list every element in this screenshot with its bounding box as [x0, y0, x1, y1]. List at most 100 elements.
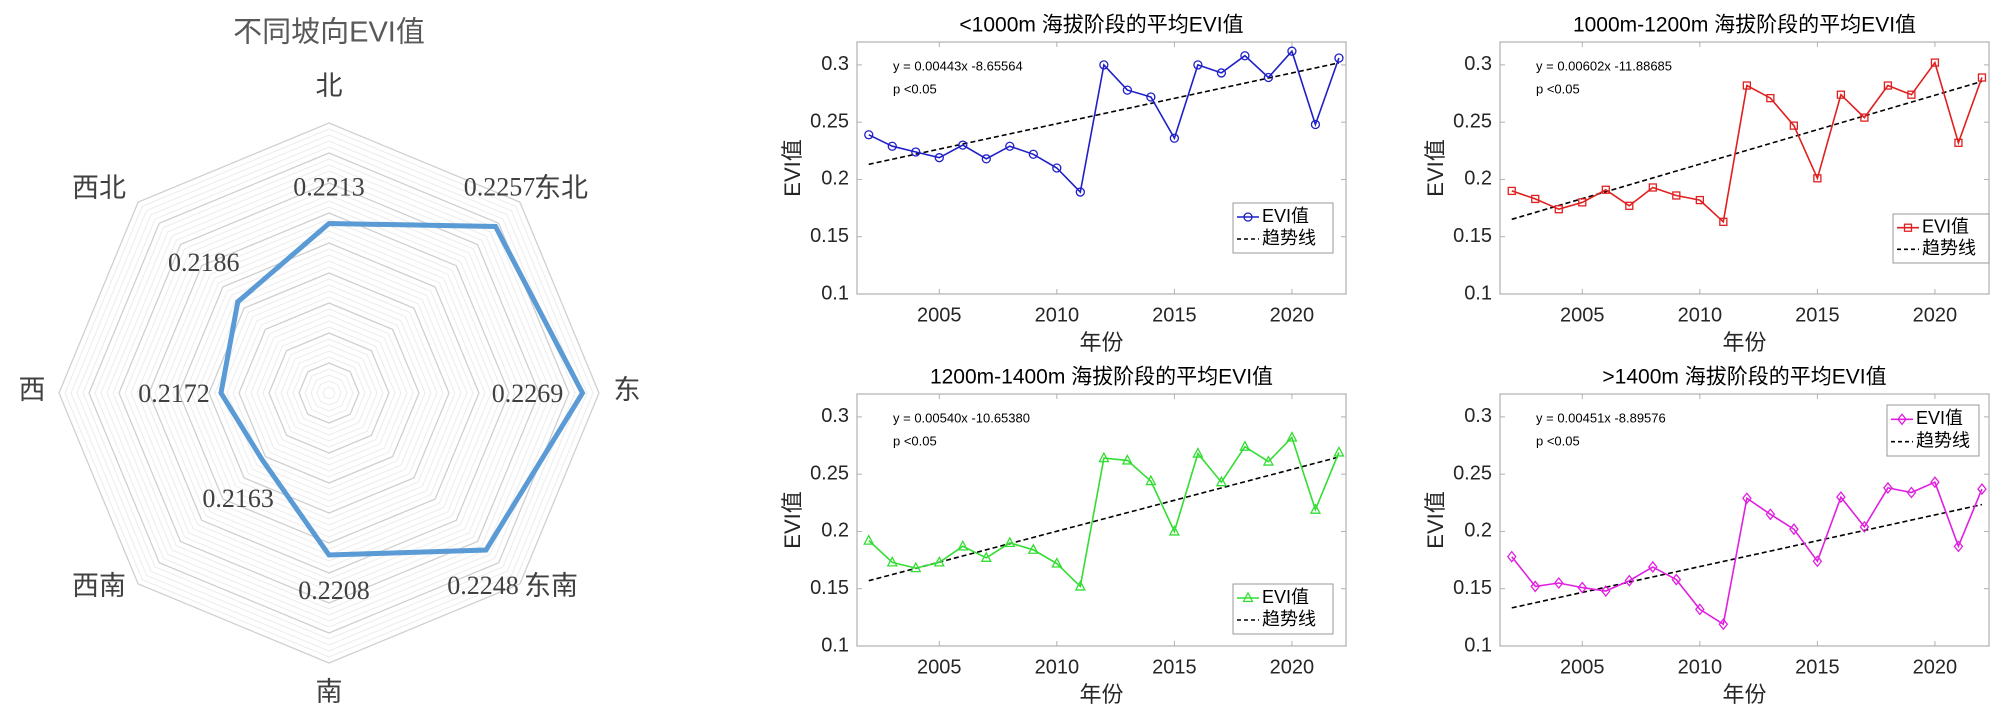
x-axis-label: 年份 [1722, 330, 1766, 355]
data-point [1531, 194, 1540, 204]
data-point [958, 140, 968, 150]
data-point [1239, 440, 1251, 451]
data-point [1168, 525, 1180, 536]
y-tick-label: 0.3 [1464, 405, 1492, 427]
radar-value-label: 0.2248 [447, 571, 519, 600]
data-point [1953, 540, 1964, 553]
radar-axis-label: 西北 [72, 173, 126, 203]
y-tick-label: 0.15 [1453, 225, 1492, 247]
x-tick-label: 2020 [1913, 656, 1958, 678]
radar-grid-ring [220, 284, 438, 502]
p-value: p <0.05 [893, 433, 937, 448]
y-tick-label: 0.1 [821, 634, 849, 656]
series-line [868, 435, 1340, 589]
data-point [1719, 217, 1728, 226]
radar-series-polygon [218, 220, 586, 558]
radar-grid-ring [238, 302, 420, 484]
radar-grid-ring [94, 158, 564, 628]
legend-series-label: EVI值 [1916, 408, 1963, 428]
data-point [1333, 446, 1345, 457]
p-value: p <0.05 [1536, 433, 1580, 448]
y-tick-label: 0.25 [1453, 462, 1492, 484]
legend-trend-label: 趋势线 [1262, 228, 1316, 248]
data-point [1836, 90, 1846, 99]
radar-grid-ring [316, 380, 342, 406]
data-point [1075, 187, 1085, 197]
series-line [1511, 60, 1983, 224]
legend-box [1892, 213, 1990, 264]
x-tick-label: 2010 [1035, 656, 1080, 678]
data-point [1051, 557, 1063, 568]
trend-equation: y = 0.00451x -8.89576 [1536, 410, 1666, 425]
radar-value-label: 0.2208 [298, 576, 370, 605]
data-point [910, 561, 922, 573]
data-point [1766, 93, 1775, 103]
line-chart-2: 0.1 0.15 0.2 0.25 0.3 2005 2010 2015 2020 1000m-1… [1423, 14, 1990, 355]
data-point [1028, 149, 1038, 159]
legend-box [1886, 404, 1980, 457]
data-point [1099, 60, 1109, 70]
radar-grid-ring [112, 176, 546, 610]
y-tick-label: 0.2 [821, 520, 849, 542]
legend-series-label: EVI值 [1262, 587, 1309, 607]
y-axis-label: EVI值 [1423, 491, 1448, 548]
radar-grid-ring [178, 242, 480, 544]
data-point [1742, 81, 1752, 90]
data-point [1813, 174, 1822, 183]
line-chart-1: 0.1 0.15 0.2 0.25 0.3 2005 2010 2015 2020 <1000m … [780, 14, 1347, 355]
radar-grid-ring [154, 218, 504, 568]
y-tick-label: 0.3 [1464, 53, 1492, 75]
radar-grid-ring [256, 320, 402, 466]
data-point [1812, 555, 1823, 568]
data-point [934, 153, 944, 163]
data-point [1098, 451, 1110, 463]
x-tick-label: 2005 [917, 656, 962, 678]
x-tick-label: 2005 [1560, 656, 1605, 678]
line-chart-4: 0.1 0.15 0.2 0.25 0.3 2005 2010 2015 2020 >1400m … [1423, 366, 1990, 707]
radar-grid-ring [304, 368, 354, 418]
radar-value-label: 0.2163 [202, 484, 274, 513]
data-point [1578, 198, 1587, 207]
legend-series-marker [1242, 591, 1254, 603]
y-tick-label: 0.15 [810, 577, 849, 599]
radar-grid-ring [322, 386, 336, 400]
data-point [933, 555, 945, 567]
x-tick-label: 2020 [1270, 656, 1315, 678]
series-line [868, 49, 1340, 194]
radar-grid-ring [232, 296, 426, 490]
data-point [1624, 574, 1635, 587]
data-point [886, 555, 898, 567]
data-point [1005, 141, 1015, 151]
y-axis-label: EVI值 [780, 139, 805, 196]
x-tick-label: 2015 [1152, 304, 1197, 326]
x-axis-label: 年份 [1079, 682, 1123, 707]
legend-series-marker [1903, 223, 1913, 232]
line-chart-3: 0.1 0.15 0.2 0.25 0.3 2005 2010 2015 2020 1200m-1… [780, 366, 1347, 707]
radar-grid-ring [64, 128, 594, 658]
data-point [1765, 508, 1776, 521]
chart-title: 1200m-1400m 海拔阶段的平均EVI值 [930, 366, 1273, 389]
data-point [1718, 618, 1729, 631]
y-tick-label: 0.2 [1464, 520, 1492, 542]
data-point [981, 154, 991, 164]
data-point [1004, 536, 1016, 548]
data-point [1789, 121, 1799, 130]
data-point [1074, 580, 1086, 591]
radar-grid-ring [262, 326, 396, 460]
data-point [1122, 85, 1133, 95]
data-point [1600, 584, 1611, 598]
data-point [1648, 183, 1657, 192]
x-tick-label: 2015 [1795, 304, 1840, 326]
data-point [1240, 51, 1250, 61]
data-point [864, 130, 874, 140]
data-point [1554, 205, 1563, 214]
data-point [1625, 201, 1634, 210]
radar-grid-ring [172, 236, 486, 550]
radar-grid-ring [106, 170, 552, 616]
x-tick-label: 2005 [1560, 304, 1605, 326]
radar-grid-ring [130, 194, 528, 592]
radar-axis-label: 西 [19, 375, 46, 405]
data-point [1930, 476, 1940, 489]
trend-line [868, 62, 1340, 166]
